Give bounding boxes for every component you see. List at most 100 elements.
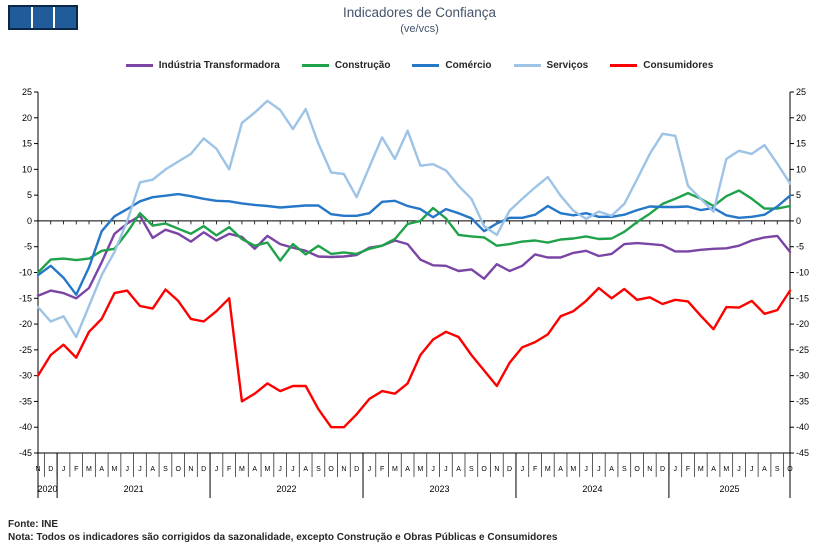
svg-text:15: 15 — [796, 139, 806, 149]
svg-text:2020: 2020 — [38, 484, 58, 494]
svg-text:F: F — [380, 466, 384, 473]
svg-text:10: 10 — [22, 164, 32, 174]
series-lines — [36, 99, 792, 429]
svg-text:15: 15 — [22, 139, 32, 149]
series-line-comercio — [36, 192, 792, 296]
svg-text:J: J — [138, 466, 142, 473]
svg-text:2025: 2025 — [719, 484, 739, 494]
svg-text:A: A — [558, 466, 563, 473]
svg-text:A: A — [405, 466, 410, 473]
svg-text:2022: 2022 — [277, 484, 297, 494]
svg-text:J: J — [674, 466, 678, 473]
svg-text:M: M — [265, 466, 271, 473]
svg-text:-15: -15 — [19, 293, 32, 303]
svg-text:A: A — [150, 466, 155, 473]
svg-text:-25: -25 — [796, 345, 809, 355]
svg-text:J: J — [431, 466, 435, 473]
svg-text:25: 25 — [22, 87, 32, 97]
legend-label: Serviços — [546, 60, 589, 71]
svg-text:F: F — [74, 466, 78, 473]
svg-text:A: A — [456, 466, 461, 473]
svg-text:10: 10 — [796, 164, 806, 174]
svg-text:N: N — [341, 466, 346, 473]
svg-text:-25: -25 — [19, 345, 32, 355]
svg-text:O: O — [634, 466, 640, 473]
svg-text:A: A — [99, 466, 104, 473]
svg-text:-5: -5 — [24, 242, 32, 252]
svg-text:D: D — [48, 466, 53, 473]
svg-text:M: M — [112, 466, 118, 473]
svg-text:J: J — [750, 466, 754, 473]
svg-text:M: M — [392, 466, 398, 473]
svg-text:-20: -20 — [19, 319, 32, 329]
svg-text:J: J — [521, 466, 525, 473]
legend-label: Construção — [334, 60, 391, 71]
legend-line-swatch — [610, 64, 638, 67]
legend-line-swatch — [412, 64, 440, 67]
svg-text:J: J — [215, 466, 219, 473]
svg-text:-40: -40 — [796, 422, 809, 432]
legend-item-consumidores: Consumidores — [610, 60, 713, 71]
svg-text:O: O — [175, 466, 181, 473]
ine-logo-square — [10, 7, 31, 28]
svg-text:M: M — [723, 466, 729, 473]
svg-text:5: 5 — [27, 190, 32, 200]
svg-text:0: 0 — [27, 216, 32, 226]
svg-text:J: J — [368, 466, 372, 473]
footer: Fonte: INE Nota: Todos os indicadores sã… — [8, 518, 828, 544]
svg-text:-30: -30 — [19, 371, 32, 381]
svg-text:F: F — [686, 466, 690, 473]
footer-note: Nota: Todos os indicadores são corrigido… — [8, 532, 558, 543]
legend-item-construcao: Construção — [301, 60, 391, 71]
y-axis-labels: 25 25 20 20 15 15 10 10 5 5 0 0 -5 -5 -10 -10 -15 -15 -20 -… — [19, 87, 809, 458]
svg-text:2024: 2024 — [582, 484, 602, 494]
legend-item-comercio: Comércio — [412, 60, 492, 71]
legend-label: Indústria Transformadora — [158, 60, 280, 71]
svg-text:O: O — [787, 466, 793, 473]
series-line-construcao — [36, 189, 792, 274]
svg-text:D: D — [660, 466, 665, 473]
svg-text:N: N — [35, 466, 40, 473]
footer-source: Fonte: INE — [8, 519, 58, 530]
chart-subtitle: (ve/vcs) — [400, 23, 439, 35]
svg-text:S: S — [316, 466, 321, 473]
svg-text:-15: -15 — [796, 293, 809, 303]
svg-text:M: M — [417, 466, 423, 473]
svg-text:N: N — [188, 466, 193, 473]
svg-text:5: 5 — [796, 190, 801, 200]
svg-text:M: M — [698, 466, 704, 473]
svg-text:25: 25 — [796, 87, 806, 97]
svg-text:A: A — [711, 466, 716, 473]
svg-text:S: S — [775, 466, 780, 473]
chart-title: Indicadores de Confiança — [342, 5, 497, 20]
svg-text:-20: -20 — [796, 319, 809, 329]
series-line-industria-transformadora — [36, 214, 792, 300]
svg-text:S: S — [163, 466, 168, 473]
legend-line-swatch — [125, 64, 153, 67]
month-separators — [43, 453, 785, 477]
svg-text:20: 20 — [796, 113, 806, 123]
legend-label: Consumidores — [643, 60, 714, 71]
zero-line-ticks — [37, 220, 791, 225]
svg-text:J: J — [444, 466, 448, 473]
svg-text:O: O — [328, 466, 334, 473]
svg-text:O: O — [481, 466, 487, 473]
svg-text:J: J — [62, 466, 66, 473]
svg-text:20: 20 — [22, 113, 32, 123]
svg-text:2023: 2023 — [429, 484, 449, 494]
legend-line-swatch — [301, 64, 329, 67]
svg-text:-35: -35 — [796, 396, 809, 406]
svg-text:-45: -45 — [796, 448, 809, 458]
svg-text:S: S — [622, 466, 627, 473]
svg-text:-30: -30 — [796, 371, 809, 381]
svg-text:J: J — [737, 466, 741, 473]
svg-text:-35: -35 — [19, 396, 32, 406]
ine-logo-square — [32, 7, 54, 28]
svg-text:D: D — [354, 466, 359, 473]
svg-text:M: M — [570, 466, 576, 473]
svg-text:D: D — [201, 466, 206, 473]
series-line-consumidores — [36, 286, 792, 429]
